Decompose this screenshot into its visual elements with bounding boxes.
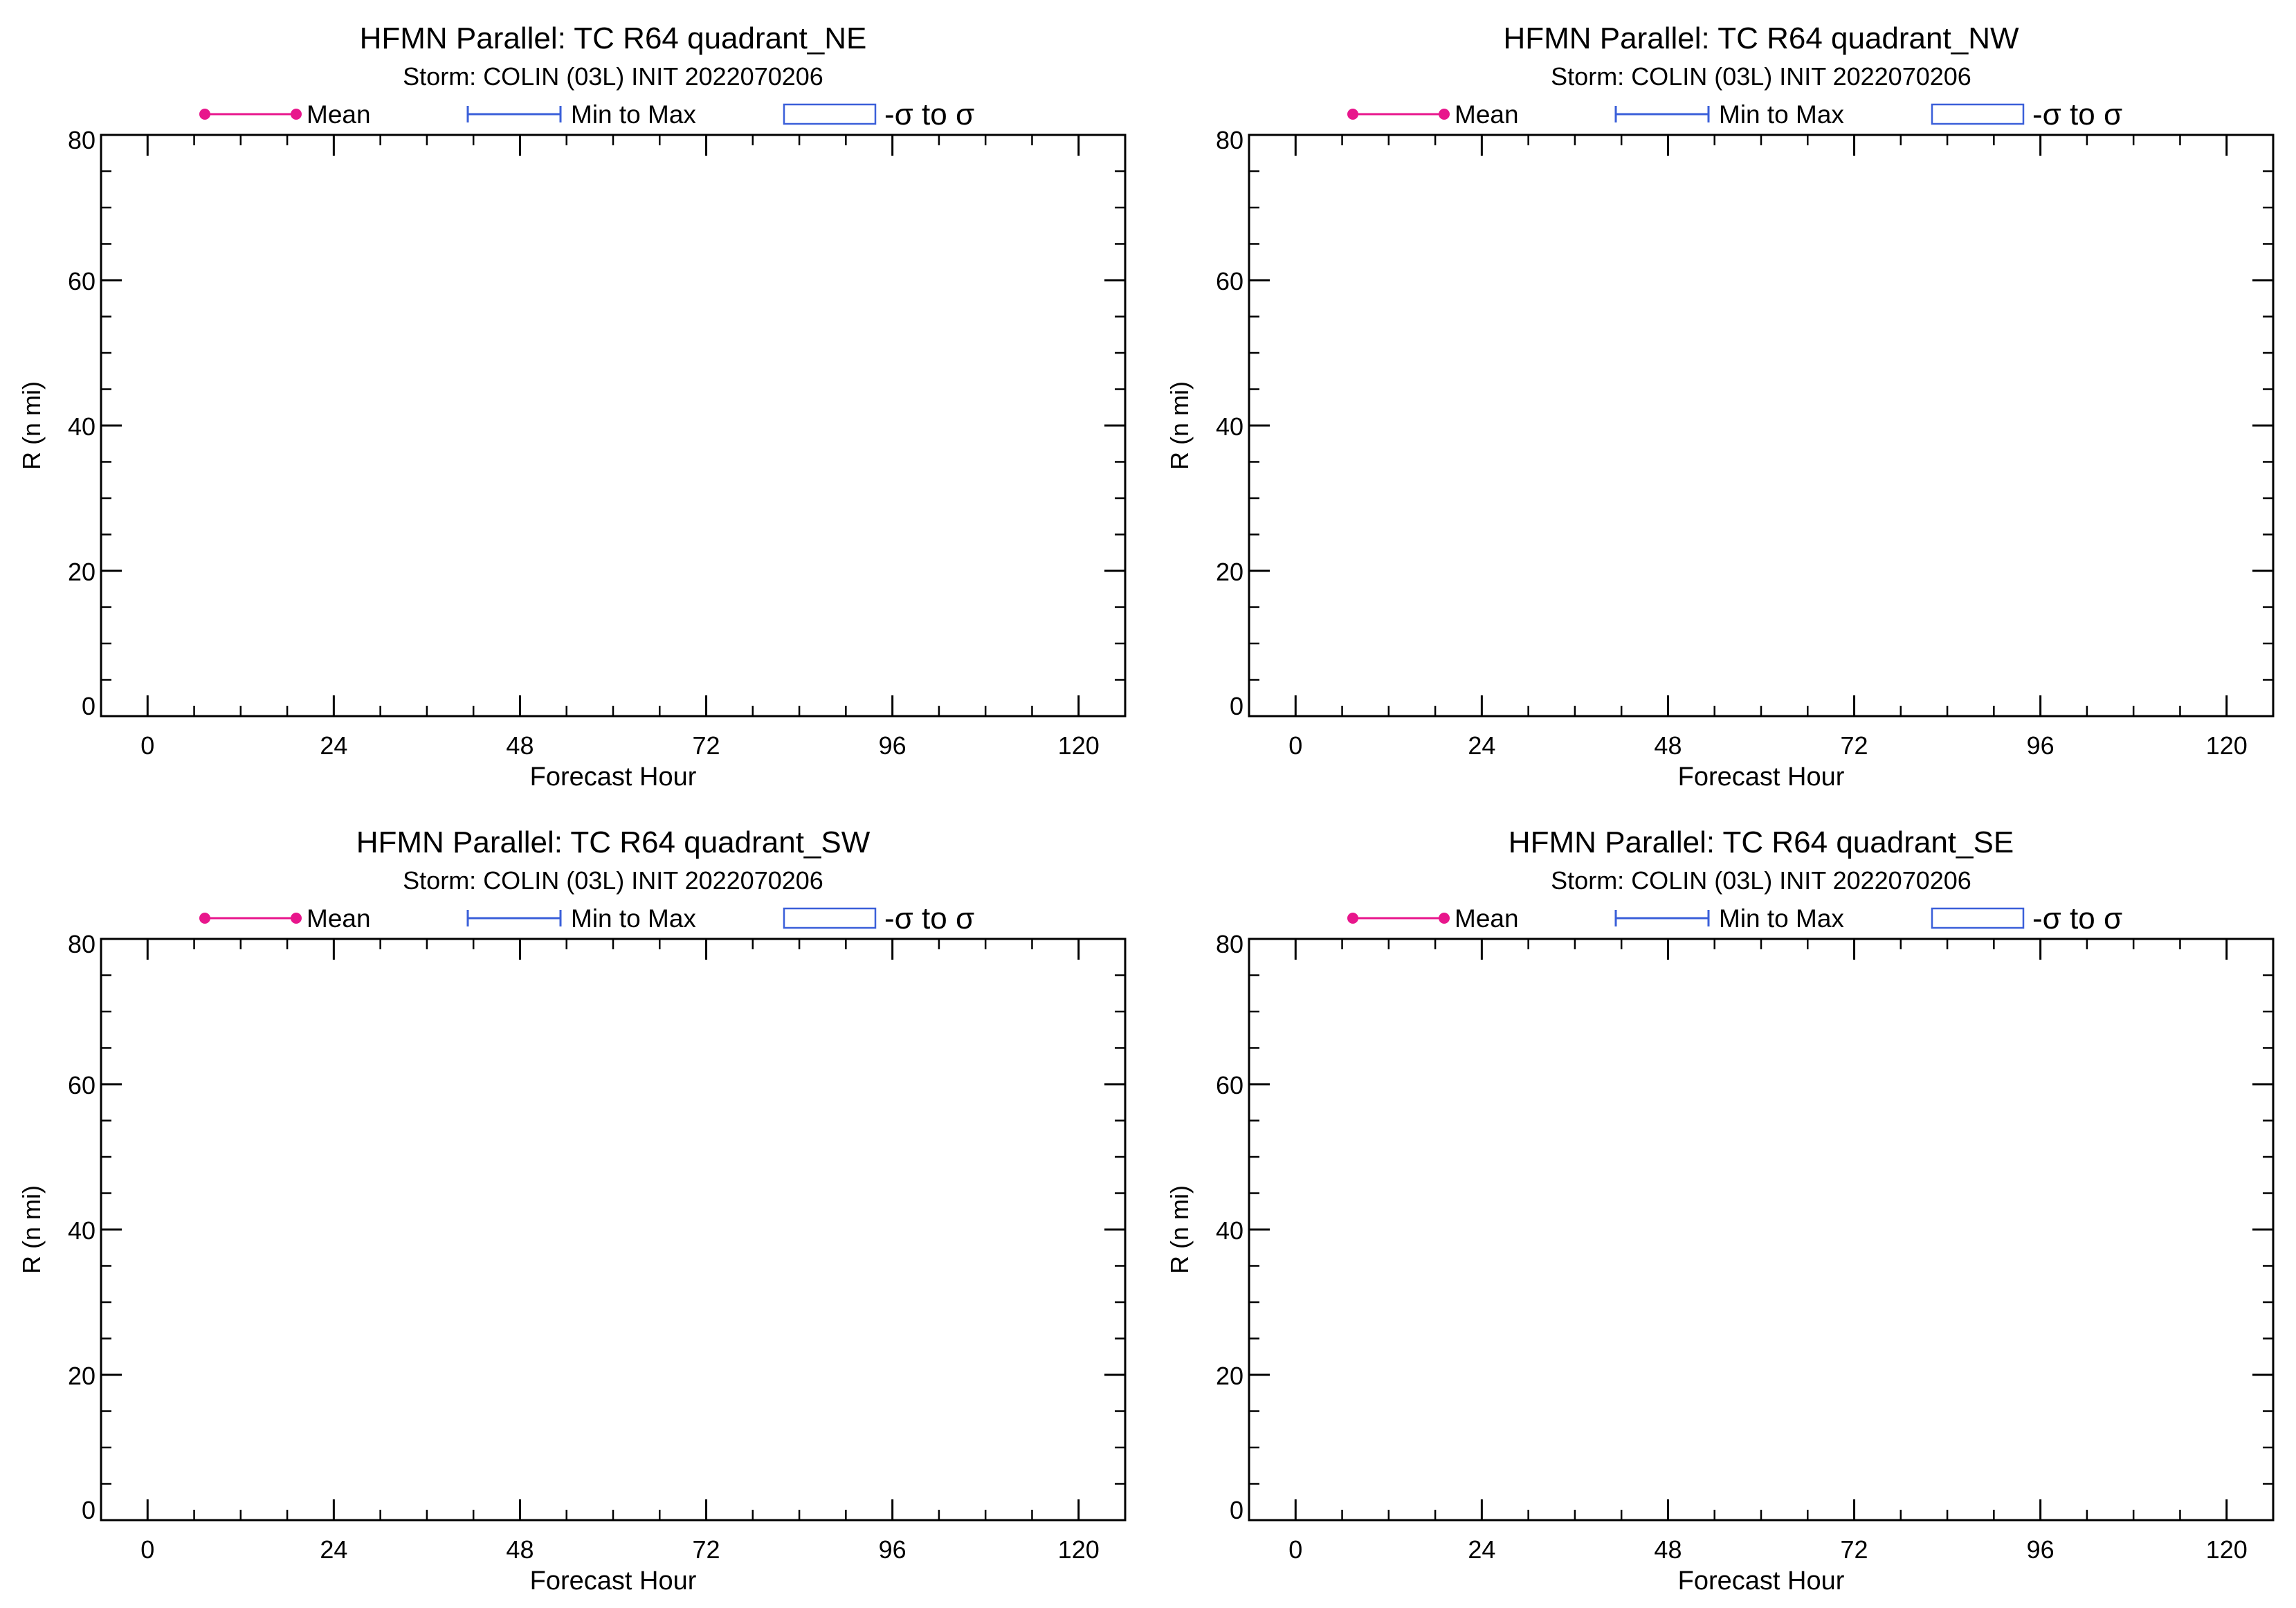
x-tick-label: 0: [1288, 1535, 1302, 1564]
chart-panel-0: HFMN Parallel: TC R64 quadrant_NE Storm: …: [17, 21, 1127, 792]
legend-mean-label: Mean: [1455, 904, 1519, 933]
x-tick-label: 120: [1058, 1535, 1100, 1564]
y-tick-label: 40: [68, 412, 95, 441]
legend-mean-marker: [199, 109, 210, 120]
legend-minmax-label: Min to Max: [571, 100, 696, 129]
legend-mean-label: Mean: [1455, 100, 1519, 129]
y-tick-label: 80: [1216, 126, 1243, 154]
legend-mean-marker: [1347, 913, 1358, 924]
legend-mean-label: Mean: [307, 100, 371, 129]
y-tick-label: 40: [1216, 1216, 1243, 1245]
chart-panel-1: HFMN Parallel: TC R64 quadrant_NW Storm: …: [1165, 21, 2275, 792]
chart-panel-3: HFMN Parallel: TC R64 quadrant_SE Storm: …: [1165, 825, 2275, 1596]
x-tick-label: 72: [1841, 1535, 1868, 1564]
legend-mean-marker: [1439, 913, 1450, 924]
legend-sigma-label: -σ to σ: [2032, 98, 2122, 131]
y-tick-label: 40: [1216, 412, 1243, 441]
x-tick-label: 48: [506, 731, 534, 760]
y-tick-label: 80: [1216, 930, 1243, 958]
y-tick-label: 80: [68, 126, 95, 154]
x-tick-label: 0: [140, 731, 154, 760]
chart-legend: Mean Min to Max -σ to σ: [1347, 902, 2122, 935]
chart-subtitle: Storm: COLIN (03L) INIT 2022070206: [403, 62, 823, 91]
chart-subtitle: Storm: COLIN (03L) INIT 2022070206: [1551, 866, 1971, 895]
legend-sigma-box: [1931, 907, 2025, 929]
x-tick-label: 24: [320, 1535, 347, 1564]
y-tick-label: 20: [68, 1362, 95, 1390]
chart-subtitle: Storm: COLIN (03L) INIT 2022070206: [1551, 62, 1971, 91]
x-axis-label: Forecast Hour: [530, 762, 697, 792]
y-tick-label: 0: [82, 1496, 95, 1524]
legend-sigma-label: -σ to σ: [884, 902, 974, 935]
legend-minmax-label: Min to Max: [1719, 100, 1844, 129]
x-tick-label: 24: [1468, 731, 1495, 760]
plot-area: [100, 134, 1127, 718]
chart-legend: Mean Min to Max -σ to σ: [199, 902, 974, 935]
y-tick-label: 60: [68, 267, 95, 295]
legend-sigma-label: -σ to σ: [2032, 902, 2122, 935]
x-tick-label: 0: [140, 1535, 154, 1564]
legend-sigma-box: [1931, 103, 2025, 125]
chart-title: HFMN Parallel: TC R64 quadrant_SW: [356, 825, 871, 859]
chart-title: HFMN Parallel: TC R64 quadrant_NW: [1504, 21, 2019, 55]
legend-sigma-box: [783, 907, 877, 929]
y-tick-label: 0: [1230, 1496, 1243, 1524]
x-tick-label: 72: [693, 1535, 720, 1564]
y-tick-label: 0: [82, 692, 95, 720]
x-tick-label: 72: [1841, 731, 1868, 760]
y-axis-label: R (n mi): [17, 381, 46, 470]
x-tick-label: 24: [320, 731, 347, 760]
y-tick-label: 60: [1216, 267, 1243, 295]
y-tick-label: 60: [1216, 1071, 1243, 1099]
x-tick-label: 96: [879, 1535, 906, 1564]
plot-area: [1248, 938, 2275, 1522]
legend-mean-marker: [291, 109, 302, 120]
y-tick-label: 20: [68, 558, 95, 586]
x-tick-label: 48: [1654, 731, 1682, 760]
legend-mean-marker: [199, 913, 210, 924]
x-axis-label: Forecast Hour: [1678, 1566, 1845, 1596]
y-tick-label: 40: [68, 1216, 95, 1245]
legend-minmax-label: Min to Max: [571, 904, 696, 933]
x-tick-label: 24: [1468, 1535, 1495, 1564]
chart-legend: Mean Min to Max -σ to σ: [1347, 98, 2122, 131]
x-tick-label: 48: [1654, 1535, 1682, 1564]
x-tick-label: 120: [1058, 731, 1100, 760]
x-axis-label: Forecast Hour: [1678, 762, 1845, 792]
plot-area: [100, 938, 1127, 1522]
x-tick-label: 0: [1288, 731, 1302, 760]
y-tick-label: 0: [1230, 692, 1243, 720]
y-tick-label: 20: [1216, 1362, 1243, 1390]
legend-sigma-label: -σ to σ: [884, 98, 974, 131]
legend-mean-marker: [1439, 109, 1450, 120]
y-axis-label: R (n mi): [17, 1185, 46, 1274]
x-tick-label: 120: [2206, 731, 2248, 760]
legend-mean-label: Mean: [307, 904, 371, 933]
y-axis-label: R (n mi): [1165, 1185, 1194, 1274]
chart-title: HFMN Parallel: TC R64 quadrant_SE: [1509, 825, 2014, 859]
y-tick-label: 20: [1216, 558, 1243, 586]
legend-sigma-box: [783, 103, 877, 125]
y-axis-label: R (n mi): [1165, 381, 1194, 470]
x-tick-label: 72: [693, 731, 720, 760]
x-tick-label: 120: [2206, 1535, 2248, 1564]
y-tick-label: 60: [68, 1071, 95, 1099]
y-tick-label: 80: [68, 930, 95, 958]
legend-mean-marker: [1347, 109, 1358, 120]
x-tick-label: 48: [506, 1535, 534, 1564]
chart-legend: Mean Min to Max -σ to σ: [199, 98, 974, 131]
plot-area: [1248, 134, 2275, 718]
x-axis-label: Forecast Hour: [530, 1566, 697, 1596]
legend-mean-marker: [291, 913, 302, 924]
chart-title: HFMN Parallel: TC R64 quadrant_NE: [360, 21, 867, 55]
chart-panel-2: HFMN Parallel: TC R64 quadrant_SW Storm: …: [17, 825, 1127, 1596]
x-tick-label: 96: [2027, 1535, 2054, 1564]
x-tick-label: 96: [879, 731, 906, 760]
chart-subtitle: Storm: COLIN (03L) INIT 2022070206: [403, 866, 823, 895]
x-tick-label: 96: [2027, 731, 2054, 760]
legend-minmax-label: Min to Max: [1719, 904, 1844, 933]
